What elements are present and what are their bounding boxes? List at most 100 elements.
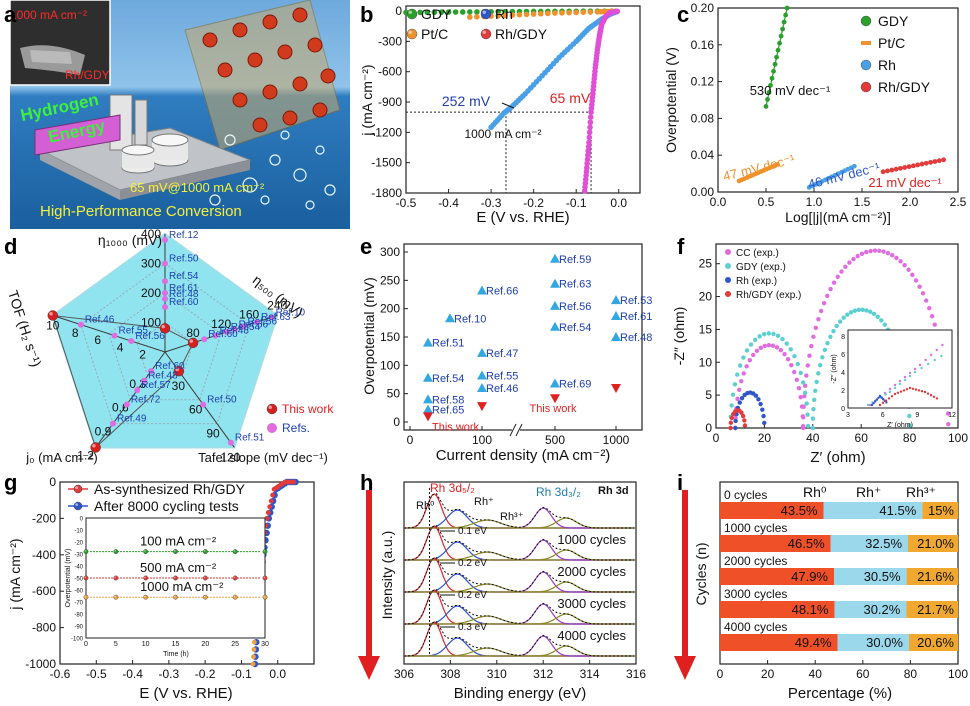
panel-h-ylabel: Intensity (a.u.) — [379, 531, 395, 620]
panel-f-point-gdy — [813, 388, 818, 393]
panel-i-bar-segment — [908, 535, 958, 552]
energy-plant — [34, 94, 252, 200]
panel-f-point-gdy — [737, 363, 743, 368]
panel-f-point-rh — [733, 418, 738, 424]
panel-c-x-tick-label: 2.0 — [902, 195, 919, 209]
panel-f-point-cc — [890, 253, 895, 258]
panel-f-point-cc — [868, 248, 873, 254]
panel-d-tick-label: 100 — [141, 316, 161, 330]
panel-e-ref-marker — [445, 313, 455, 323]
panel-f-point-rh — [733, 425, 738, 431]
panel-g-inset-y-tick-label: -80 — [74, 613, 83, 619]
panel-label-h: h — [360, 470, 374, 495]
bubble — [293, 168, 307, 182]
panel-f-point-cc — [774, 345, 780, 350]
panel-g-point-as — [251, 639, 257, 645]
panel-d-this-work-point-highlight — [92, 443, 96, 448]
panel-e-x-tick-label: 100 — [472, 433, 492, 447]
panel-f-point-gdy — [802, 390, 808, 395]
panel-f-point-rh — [756, 397, 761, 402]
panel-i-bar-segment — [830, 535, 909, 552]
panel-d-ref-point — [200, 401, 207, 408]
panel-g-inset-point-highlight — [233, 576, 236, 578]
panel-f-point-rhgdy — [729, 415, 734, 421]
panel-f-point-cc — [821, 301, 827, 306]
panel-f-legend-label: CC (exp.) — [736, 248, 779, 259]
panel-b-point-GDY — [495, 8, 501, 15]
panel-f-point-gdy — [741, 355, 746, 360]
panel-f-point-cc — [736, 387, 742, 392]
panel-g-point-as — [268, 498, 274, 504]
panel-f-point-gdy — [798, 370, 803, 376]
panel-d-ref-label: Ref.60 — [208, 329, 238, 340]
panel-h-x-tick-label: 306 — [394, 667, 414, 681]
panel-d-tick-label: 2 — [139, 348, 146, 362]
panel-f-point-gdy — [729, 403, 734, 408]
panel-d-ref-point — [162, 278, 168, 285]
panel-d-this-work-point-highlight — [175, 367, 179, 372]
panel-d-axis-title: Tafel slope (mV dec⁻¹) — [198, 450, 328, 465]
panel-e-this-work-marker — [423, 412, 433, 422]
panel-g-inset-point-highlight — [263, 550, 266, 552]
panel-d-tick-label: 60 — [189, 403, 203, 417]
panel-g-y-tick-label: -600 — [32, 584, 56, 598]
panel-h-title: Rh 3d — [598, 485, 629, 497]
panel-c-legend-label: GDY — [878, 13, 909, 29]
panel-h-envelope — [403, 621, 636, 657]
panel-c-frame — [717, 7, 959, 193]
panel-h-envelope — [403, 525, 636, 561]
panel-h-cycle-label: 4000 cycles — [557, 628, 626, 643]
panel-f-point-gdy — [732, 382, 738, 387]
panel-c-x-tick-label: 0.0 — [710, 195, 727, 209]
panel-g-inset-y-tick-label: -50 — [74, 577, 83, 583]
panel-g-inset-point — [262, 594, 268, 600]
rh-nanoparticle — [292, 76, 308, 92]
panel-c-point-Rh-GDY — [906, 164, 912, 170]
panel-f-x-tick-label: 100 — [948, 431, 968, 445]
panel-h-peak-label: Rh⁺ — [474, 496, 494, 508]
panel-e-ref-label: Ref.69 — [559, 378, 591, 390]
panel-h-trend-arrow-head — [358, 656, 380, 680]
panel-i-bar-segment — [837, 634, 909, 651]
panel-c-legend-marker — [861, 41, 871, 45]
panel-e-ref-label: Ref.54 — [559, 322, 591, 334]
panel-b-legend-label: Pt/C — [421, 26, 448, 42]
panel-f-point-cc — [864, 249, 869, 255]
panel-label-g: g — [4, 470, 18, 495]
panel-g-ylabel: j (mA cm⁻²) — [7, 538, 23, 610]
panel-c-point-Rh-GDY — [898, 165, 903, 171]
panel-c-point-GDY — [769, 75, 775, 81]
panel-d-axis — [95, 351, 166, 448]
panel-b-point-Rh-GDY — [586, 134, 593, 141]
panel-d-tick-label: 400 — [141, 227, 161, 241]
panel-f-inset-point — [905, 388, 909, 391]
panel-g-inset-point — [202, 549, 208, 554]
panel-b-point-GDY — [474, 9, 480, 15]
panel-b-y-tick-label: -1200 — [371, 125, 402, 139]
panel-d-grid-ring — [136, 321, 194, 377]
panel-e-this-work-label: This work — [432, 421, 480, 433]
panel-e-ref-label: Ref.48 — [620, 332, 652, 344]
panel-f-point-gdy — [879, 318, 884, 323]
panel-c-y-tick-label: 0.00 — [691, 185, 715, 199]
panel-b-point-Pt-C — [474, 13, 480, 20]
panel-f-inset-point — [941, 343, 944, 347]
panel-i-bar-segment — [720, 568, 835, 585]
panel-f-y-tick-label: 15 — [699, 322, 713, 336]
panel-g-inset-point — [232, 549, 238, 554]
panel-h-peak-3d32b — [404, 581, 634, 593]
panel-f-point-cc — [739, 379, 744, 384]
panel-f-point-cc — [855, 253, 860, 259]
panel-c-point-GDY — [765, 97, 770, 102]
panel-d-ref-label: Ref.56 — [135, 331, 165, 342]
panel-f-inset-point — [927, 362, 930, 366]
panel-f-point-cc — [859, 251, 865, 256]
panel-d-tick-label: 0.9 — [95, 425, 112, 439]
panel-label-a: a — [4, 2, 17, 27]
panel-i-bar-segment — [823, 502, 923, 519]
panel-h-xlabel: Binding energy (eV) — [454, 685, 587, 702]
panel-d-ref-point — [109, 420, 116, 427]
panel-f-legend-marker — [725, 291, 731, 297]
panel-b-annot-1000: 1000 mA cm⁻² — [464, 127, 541, 141]
panel-i-legend-label: Rh⁺ — [856, 484, 881, 500]
